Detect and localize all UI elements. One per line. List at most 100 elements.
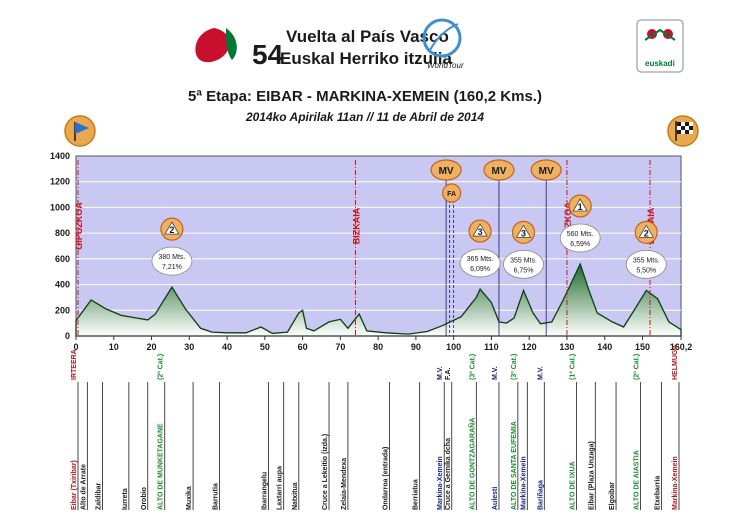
mountain-icon [638, 224, 654, 238]
y-tick-label: 200 [55, 305, 70, 315]
y-tick-label: 1400 [50, 151, 70, 161]
feed-zone-label: FA [447, 191, 456, 198]
climb-altitude: 560 Mts. [567, 231, 594, 238]
climb-category: 3 [521, 228, 526, 238]
x-tick-label: 10 [109, 342, 119, 352]
itinerary-top-label: (3º Cat.) [511, 354, 518, 380]
x-tick-label: 110 [484, 342, 499, 352]
itinerary-top-label: (2º Cat.) [634, 354, 641, 380]
x-tick-label: 40 [222, 342, 232, 352]
climb-altitude: 380 Mts. [158, 254, 185, 261]
mountain-icon [164, 221, 180, 235]
itinerary-top-label: (3º Cat.) [469, 354, 476, 380]
itinerary-place-label: Markina-Xemein [520, 456, 527, 510]
x-tick-label: 30 [184, 342, 194, 352]
y-tick-label: 400 [55, 280, 70, 290]
itinerary-place-label: Bariñaga [537, 480, 544, 510]
climb-gradient: 6,75% [514, 267, 534, 274]
region-label: GIPUZKOA [74, 202, 84, 250]
climb-info-bubble [503, 249, 544, 279]
climb-altitude: 365 Mts. [467, 256, 494, 263]
itinerary-place-label: Eibar (Txiribar) [71, 460, 78, 510]
sprint-badge-label: MV [539, 166, 554, 177]
y-tick-label: 1000 [50, 202, 70, 212]
climb-category: 3 [478, 227, 483, 237]
itinerary-top-label: F.A. [445, 368, 452, 381]
sponsor-label: euskadi [645, 59, 675, 68]
itinerary-place-label: Iurreta [122, 488, 129, 510]
itinerary-place-label: Ondarroa (entrada) [382, 447, 389, 510]
x-tick-label: 90 [411, 342, 421, 352]
itinerary-top-label: M.V. [537, 366, 544, 380]
page-subtitle: 2014ko Apirilak 11an // 11 de Abril de 2… [245, 110, 485, 124]
logo-line1: Vuelta al País Vasco [286, 27, 449, 46]
climb-gradient: 7,21% [162, 264, 182, 271]
itinerary-top-label: HELMUGA [672, 345, 679, 380]
x-tick-label: 0 [73, 342, 78, 352]
worldtour-logo: WorldTour [422, 18, 464, 70]
sprint-badge-label: MV [491, 166, 506, 177]
region-label: BIZKAIA [351, 207, 361, 244]
x-tick-label: 80 [373, 342, 383, 352]
sponsor-logo: euskadi [636, 19, 684, 73]
y-tick-label: 600 [55, 254, 70, 264]
itinerary-place-label: Markina-Xemein [672, 456, 679, 510]
finish-flag-icon [667, 115, 699, 147]
page-title: 5ª Etapa: EIBAR - MARKINA-XEMEIN (160,2 … [188, 88, 542, 105]
itinerary-top-label: (1º Cat.) [569, 354, 576, 380]
climb-altitude: 355 Mts. [510, 257, 537, 264]
mountain-icon [472, 223, 488, 237]
itinerary-place-label: Elgoibar [609, 482, 616, 510]
mountain-icon [515, 224, 532, 238]
itinerary-place-label: Cruce a Lekeitio (izda.) [322, 434, 329, 510]
logo-number: 54 [252, 39, 284, 70]
x-tick-label: 70 [335, 342, 345, 352]
climb-info-bubble [459, 248, 501, 278]
logo-line2: Euskal Herriko itzulia [280, 49, 452, 68]
itinerary-place-label: Orobio [141, 487, 148, 510]
itinerary-place-label: Muxika [186, 486, 193, 510]
start-flag-icon [64, 115, 96, 147]
itinerary-place-label: Zaldibar [95, 482, 102, 510]
climb-gradient: 6,59% [570, 241, 590, 248]
itinerary-place-label: Etxebarria [654, 476, 661, 510]
itinerary-place-label: Alto de Arrate [80, 464, 87, 510]
itinerary-place-label: Ibarrangelu [262, 472, 269, 510]
x-tick-label: 140 [597, 342, 612, 352]
y-tick-label: 0 [65, 331, 70, 341]
itinerary-place-label: ALTO DE MUNKETAGANE [158, 423, 165, 510]
itinerary-place-label: ALTO DE IXUA [569, 461, 576, 510]
itinerary-place-label: ALTO DE SANTA EUFEMIA [511, 421, 518, 510]
itinerary-place-label: Natxitua [292, 482, 299, 510]
sprint-badge-label: MV [439, 166, 454, 177]
climb-info-bubble [559, 223, 601, 253]
x-tick-label: 150 [635, 342, 650, 352]
itinerary-place-label: Eibar (Plaza Unzaga) [588, 441, 595, 510]
x-tick-label: 50 [260, 342, 270, 352]
region-label: GIPUZKOA [563, 202, 573, 250]
race-logo: 54 Vuelta al País Vasco Euskal Herriko i… [195, 27, 452, 70]
itinerary-place-label: Berriatua [413, 479, 420, 510]
y-tick-label: 800 [55, 228, 70, 238]
feed-zone-icon [442, 183, 462, 203]
x-tick-label: 130 [559, 342, 574, 352]
climb-category: 2 [169, 225, 174, 235]
itinerary-top-label: M.V. [437, 366, 444, 380]
climb-altitude: 355 Mts. [633, 257, 660, 264]
sprint-badge [483, 159, 515, 181]
itinerary-place-label: Cruce a Gernika dcha [445, 438, 452, 510]
x-tick-label: 20 [147, 342, 157, 352]
itinerary-top-label: (2º Cat.) [158, 354, 165, 380]
climb-category: 1 [578, 202, 583, 212]
itinerary-place-label: Barrutia [213, 483, 220, 510]
x-tick-label: 100 [446, 342, 461, 352]
itinerary-place-label: ALTO DE GONTZAGARAÑA [467, 418, 476, 510]
elevation-profile [75, 262, 682, 337]
itinerary-place-label: Markina-Xemein [437, 456, 444, 510]
climb-info-bubble [151, 246, 193, 276]
x-tick-label: 120 [522, 342, 537, 352]
climb-info-bubble [625, 249, 667, 279]
climb-category: 2 [644, 228, 649, 238]
